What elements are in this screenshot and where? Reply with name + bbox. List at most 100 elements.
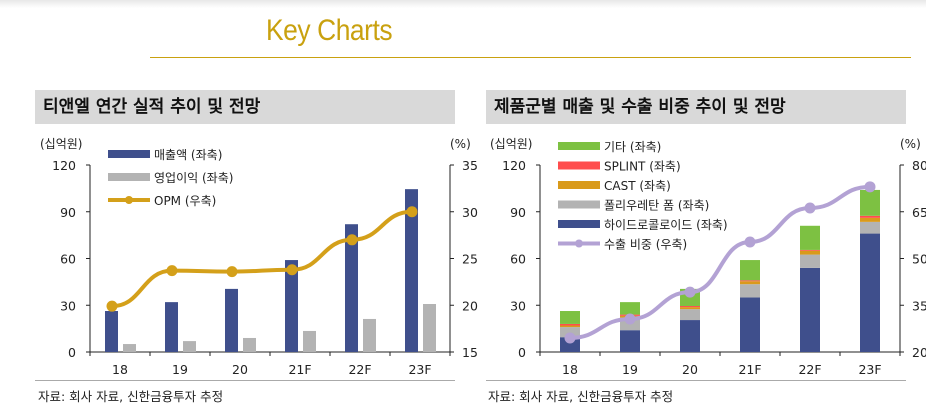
left-tick-label: 60 (510, 252, 526, 267)
splint-segment (680, 306, 700, 308)
export-share-point (864, 181, 876, 193)
legend-bar-swatch (558, 161, 600, 170)
legend-label: 기타 (좌축) (604, 140, 661, 154)
legend-label: 수출 비중 (우축) (604, 238, 687, 252)
left-tick-label: 90 (60, 205, 76, 220)
left-tick-label: 0 (68, 345, 76, 360)
right-tick-label: 20 (462, 298, 478, 313)
opm-point (406, 206, 418, 218)
left-tick-label: 60 (60, 252, 76, 267)
op-profit-bar (123, 344, 136, 352)
legend-label: 폴리우레탄 폼 (좌축) (604, 199, 709, 213)
right-tick-label: 15 (462, 345, 478, 360)
right-axis-unit: (%) (900, 137, 921, 151)
cast-segment (860, 217, 880, 222)
right-tick-label: 50 (912, 252, 926, 267)
chart2-title: 제품군별 매출 및 수출 비중 추이 및 전망 (486, 90, 906, 124)
left-tick-label: 30 (510, 298, 526, 313)
cast-segment (740, 281, 760, 285)
hydrocolloid-segment (680, 320, 700, 352)
x-tick-label: 22F (348, 362, 371, 377)
polyurethane-foam-segment (860, 221, 880, 234)
other-segment (800, 225, 820, 250)
chart1-title: 티앤엘 연간 실적 추이 및 전망 (35, 90, 455, 124)
right-tick-label: 65 (912, 205, 926, 220)
chart2-source: 자료: 회사 자료, 신한금융투자 추정 (488, 389, 674, 404)
polyurethane-foam-segment (800, 254, 820, 268)
splint-segment (800, 249, 820, 251)
x-tick-label: 23F (858, 362, 881, 377)
other-segment (860, 189, 880, 216)
export-share-point (804, 202, 816, 214)
left-axis-unit: (십억원) (490, 137, 532, 151)
op-profit-bar (423, 304, 436, 352)
x-tick-label: 20 (682, 362, 698, 377)
legend-label: OPM (우축) (154, 194, 216, 208)
opm-line (111, 209, 413, 309)
top-shade (0, 0, 926, 8)
x-tick-label: 18 (562, 362, 578, 377)
legend-marker-swatch (125, 196, 133, 204)
hydrocolloid-segment (560, 337, 580, 352)
other-segment (620, 302, 640, 315)
cast-segment (560, 325, 580, 328)
right-tick-label: 25 (462, 252, 478, 267)
cast-segment (800, 250, 820, 255)
splint-segment (560, 323, 580, 326)
opm-point (166, 265, 178, 277)
x-tick-label: 21F (738, 362, 761, 377)
chart1-source: 자료: 회사 자료, 신한금융투자 추정 (38, 389, 224, 404)
op-profit-bar (363, 318, 376, 352)
right-tick-label: 30 (462, 205, 478, 220)
legend-bar-swatch (558, 200, 600, 209)
hydrocolloid-segment (740, 297, 760, 352)
polyurethane-foam-segment (680, 309, 700, 321)
chart2-svg: (십억원) (%) 0 30 60 90 120 20 35 50 65 80 18 19 20 21F 22F… (490, 137, 926, 377)
x-tick-label: 18 (112, 362, 128, 377)
opm-point (106, 300, 118, 312)
right-tick-label: 35 (462, 158, 478, 173)
right-axis-unit: (%) (450, 137, 471, 151)
revenue-bar (345, 224, 358, 352)
legend-label: SPLINT (좌축) (604, 160, 681, 174)
x-tick-label: 19 (622, 362, 638, 377)
legend-marker-swatch (575, 239, 583, 248)
left-tick-label: 120 (502, 158, 526, 173)
legend-bar-swatch (108, 173, 150, 181)
x-tick-label: 21F (288, 362, 311, 377)
opm-point (346, 234, 358, 246)
left-tick-label: 90 (510, 205, 526, 220)
export-share-point (624, 313, 636, 325)
legend-label: CAST (좌축) (604, 179, 671, 193)
splint-segment (860, 215, 880, 218)
legend-bar-swatch (108, 150, 150, 158)
right-tick-label: 80 (912, 158, 926, 173)
polyurethane-foam-segment (560, 327, 580, 338)
other-segment (740, 260, 760, 281)
legend-label: 영업이익 (좌축) (154, 171, 233, 185)
chart1-svg: (십억원) (%) 0 30 60 90 120 15 20 25 30 35 18 19 20 21F 22F… (40, 137, 478, 377)
splint-segment (740, 280, 760, 282)
op-profit-bar (243, 337, 256, 352)
revenue-bar (405, 189, 418, 352)
revenue-bar (225, 288, 238, 352)
cast-segment (680, 307, 700, 310)
source-rule-1 (35, 380, 455, 381)
title-rule (150, 57, 911, 58)
revenue-bar (165, 302, 178, 352)
right-tick-label: 35 (912, 298, 926, 313)
revenue-bar (285, 260, 298, 352)
legend-label: 하이드로콜로이드 (좌축) (604, 218, 728, 232)
op-profit-bar (183, 341, 196, 352)
x-tick-label: 22F (798, 362, 821, 377)
export-share-point (564, 332, 576, 344)
opm-point (286, 264, 298, 276)
left-axis-unit: (십억원) (40, 137, 82, 151)
hydrocolloid-segment (800, 267, 820, 352)
revenue-bar (105, 311, 118, 352)
polyurethane-foam-segment (740, 284, 760, 298)
source-rule-2 (486, 380, 906, 381)
x-tick-label: 20 (232, 362, 248, 377)
right-tick-label: 20 (912, 345, 926, 360)
hydrocolloid-segment (620, 330, 640, 352)
